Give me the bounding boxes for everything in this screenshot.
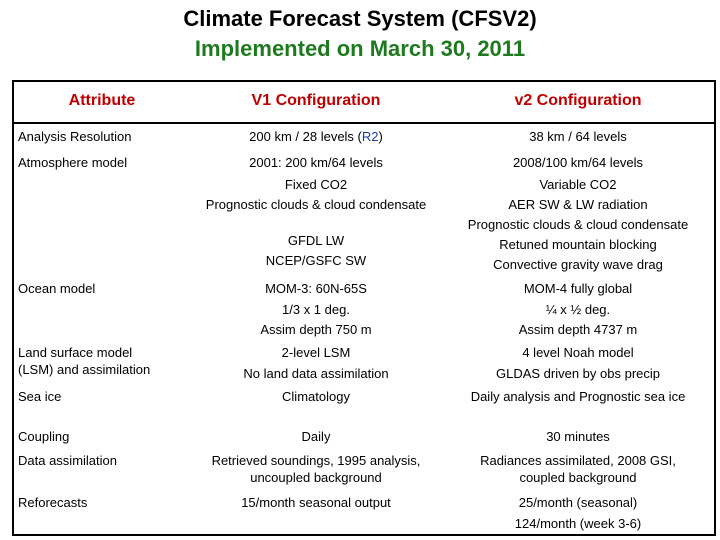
row-v1-value: 2001: 200 km/64 levels Fixed CO2 Prognos…: [205, 155, 427, 268]
header-v1: V1 Configuration: [251, 92, 381, 109]
table-row: Land surface model (LSM) and assimilatio…: [14, 344, 714, 388]
row-attribute: Sea ice: [18, 389, 62, 404]
table-row: Sea ice Climatology Daily analysis and P…: [14, 388, 714, 424]
table-row: Coupling Daily 30 minutes: [14, 428, 714, 450]
row-attribute: Land surface model (LSM) and assimilatio…: [18, 345, 151, 377]
header-attribute: Attribute: [68, 92, 136, 109]
page-subtitle: Implemented on March 30, 2011: [194, 36, 526, 61]
header-v2: v2 Configuration: [514, 92, 642, 109]
table-header-row: Attribute V1 Configuration v2 Configurat…: [14, 82, 714, 124]
table-row: Reforecasts 15/month seasonal output 25/…: [14, 494, 714, 534]
table-row: Data assimilation Retrieved soundings, 1…: [14, 452, 714, 490]
row-v1-value: Climatology: [282, 389, 350, 404]
row-attribute: Coupling: [18, 429, 70, 444]
row-attribute: Reforecasts: [18, 495, 88, 510]
row-attribute: Data assimilation: [18, 453, 117, 468]
row-v1-value: Retrieved soundings, 1995 analysis, unco…: [211, 453, 421, 485]
row-v1-value: 15/month seasonal output: [241, 495, 391, 510]
row-v2-value: Daily analysis and Prognostic sea ice: [470, 389, 686, 404]
row-v2-value: 38 km / 64 levels: [529, 129, 627, 144]
comparison-table: Attribute V1 Configuration v2 Configurat…: [12, 80, 716, 536]
table-row: Analysis Resolution 200 km / 28 levels (…: [14, 128, 714, 150]
row-v2-value: MOM-4 fully global ¼ x ½ deg. Assim dept…: [518, 281, 638, 337]
table-row: Atmosphere model 2001: 200 km/64 levels …: [14, 154, 714, 278]
row-v2-value: Radiances assimilated, 2008 GSI, coupled…: [480, 453, 676, 485]
row-v2-value: 2008/100 km/64 levels Variable CO2 AER S…: [467, 155, 689, 272]
row-attribute: Atmosphere model: [18, 155, 128, 170]
r2-link[interactable]: R2: [361, 129, 379, 144]
row-v1-value: 200 km / 28 levels (R2): [249, 129, 383, 144]
row-v2-value: 30 minutes: [546, 429, 610, 444]
row-v2-value: 25/month (seasonal) 124/month (week 3-6): [514, 495, 642, 531]
row-attribute: Ocean model: [18, 281, 96, 296]
row-v1-value: MOM-3: 60N-65S 1/3 x 1 deg. Assim depth …: [260, 281, 372, 337]
table-row: Ocean model MOM-3: 60N-65S 1/3 x 1 deg. …: [14, 280, 714, 340]
row-v2-value: 4 level Noah model GLDAS driven by obs p…: [495, 345, 661, 381]
row-attribute: Analysis Resolution: [18, 129, 132, 144]
row-v1-value: 2-level LSM No land data assimilation: [243, 345, 389, 381]
page-title: Climate Forecast System (CFSV2): [183, 6, 537, 31]
row-v1-value: Daily: [301, 429, 331, 444]
